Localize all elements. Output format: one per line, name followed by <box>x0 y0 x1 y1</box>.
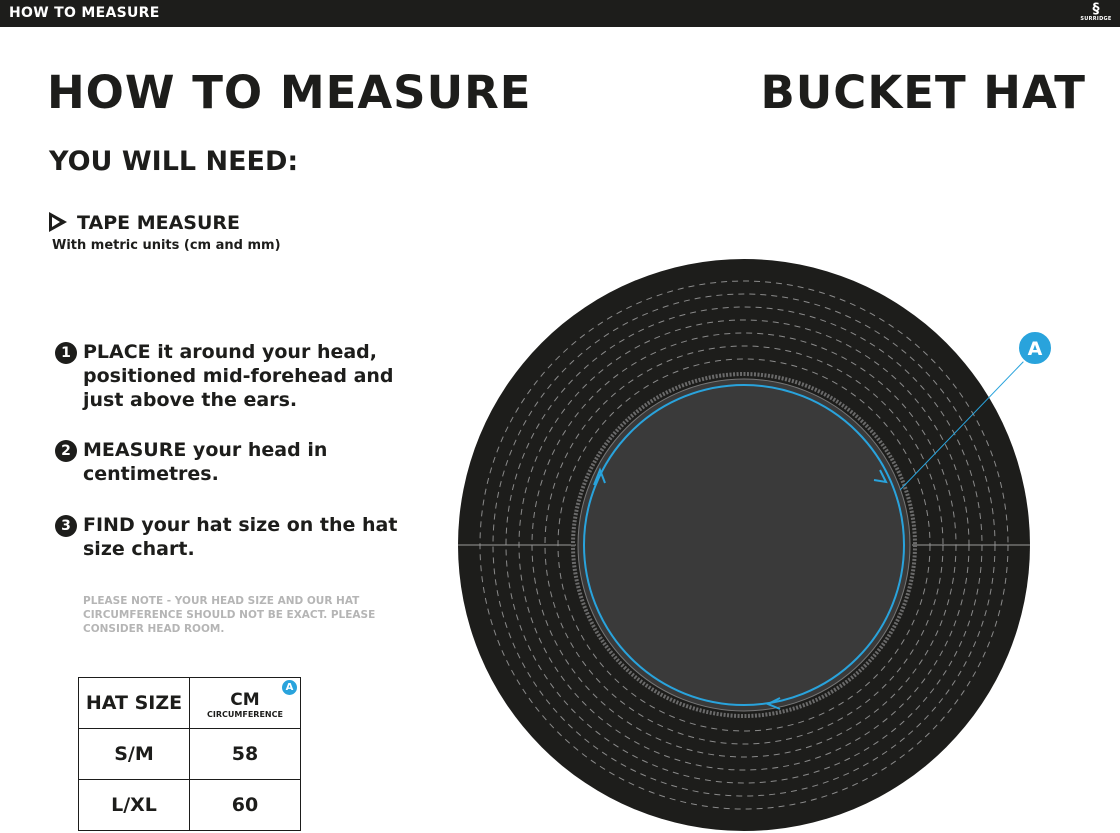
header-cm: CM CIRCUMFERENCE A <box>189 677 301 729</box>
table-row: L/XL 60 <box>78 779 301 831</box>
step-1: 1 PLACE it around your head, positioned m… <box>55 340 405 412</box>
product-title: BUCKET HAT <box>760 66 1086 119</box>
hat-crown <box>577 378 911 712</box>
size-table: HAT SIZE CM CIRCUMFERENCE A S/M 58 L/XL 60 <box>78 677 301 831</box>
play-triangle-icon <box>49 212 67 232</box>
tape-measure-item: TAPE MEASURE <box>49 212 240 234</box>
step-2: 2 MEASURE your head in centimetres. <box>55 438 405 486</box>
top-bar-title: HOW TO MEASURE <box>9 5 160 21</box>
arrow-icon <box>593 467 606 486</box>
table-header-row: HAT SIZE CM CIRCUMFERENCE A <box>78 677 301 729</box>
marker-a <box>1017 330 1053 366</box>
note: PLEASE NOTE - YOUR HEAD SIZE AND OUR HAT… <box>83 595 376 635</box>
header-hat-size: HAT SIZE <box>78 677 190 729</box>
marker-leader-line <box>899 359 1026 491</box>
arrow-icon <box>765 697 781 710</box>
tape-measure-sub: With metric units (cm and mm) <box>52 238 281 253</box>
arrow-icon <box>873 469 888 484</box>
marker-a-badge: A <box>282 680 297 695</box>
surridge-logo: § SURRIDGE <box>1080 1 1112 22</box>
measure-circle <box>583 384 905 706</box>
you-will-need-heading: YOU WILL NEED: <box>49 146 299 177</box>
marker-a-label: A <box>1028 338 1043 360</box>
table-row: S/M 58 <box>78 728 301 780</box>
top-bar: HOW TO MEASURE § SURRIDGE <box>0 0 1120 27</box>
step-3: 3 FIND your hat size on the hat size char… <box>55 513 405 561</box>
crown-stitch <box>571 372 917 718</box>
page-title: HOW TO MEASURE <box>47 66 532 119</box>
